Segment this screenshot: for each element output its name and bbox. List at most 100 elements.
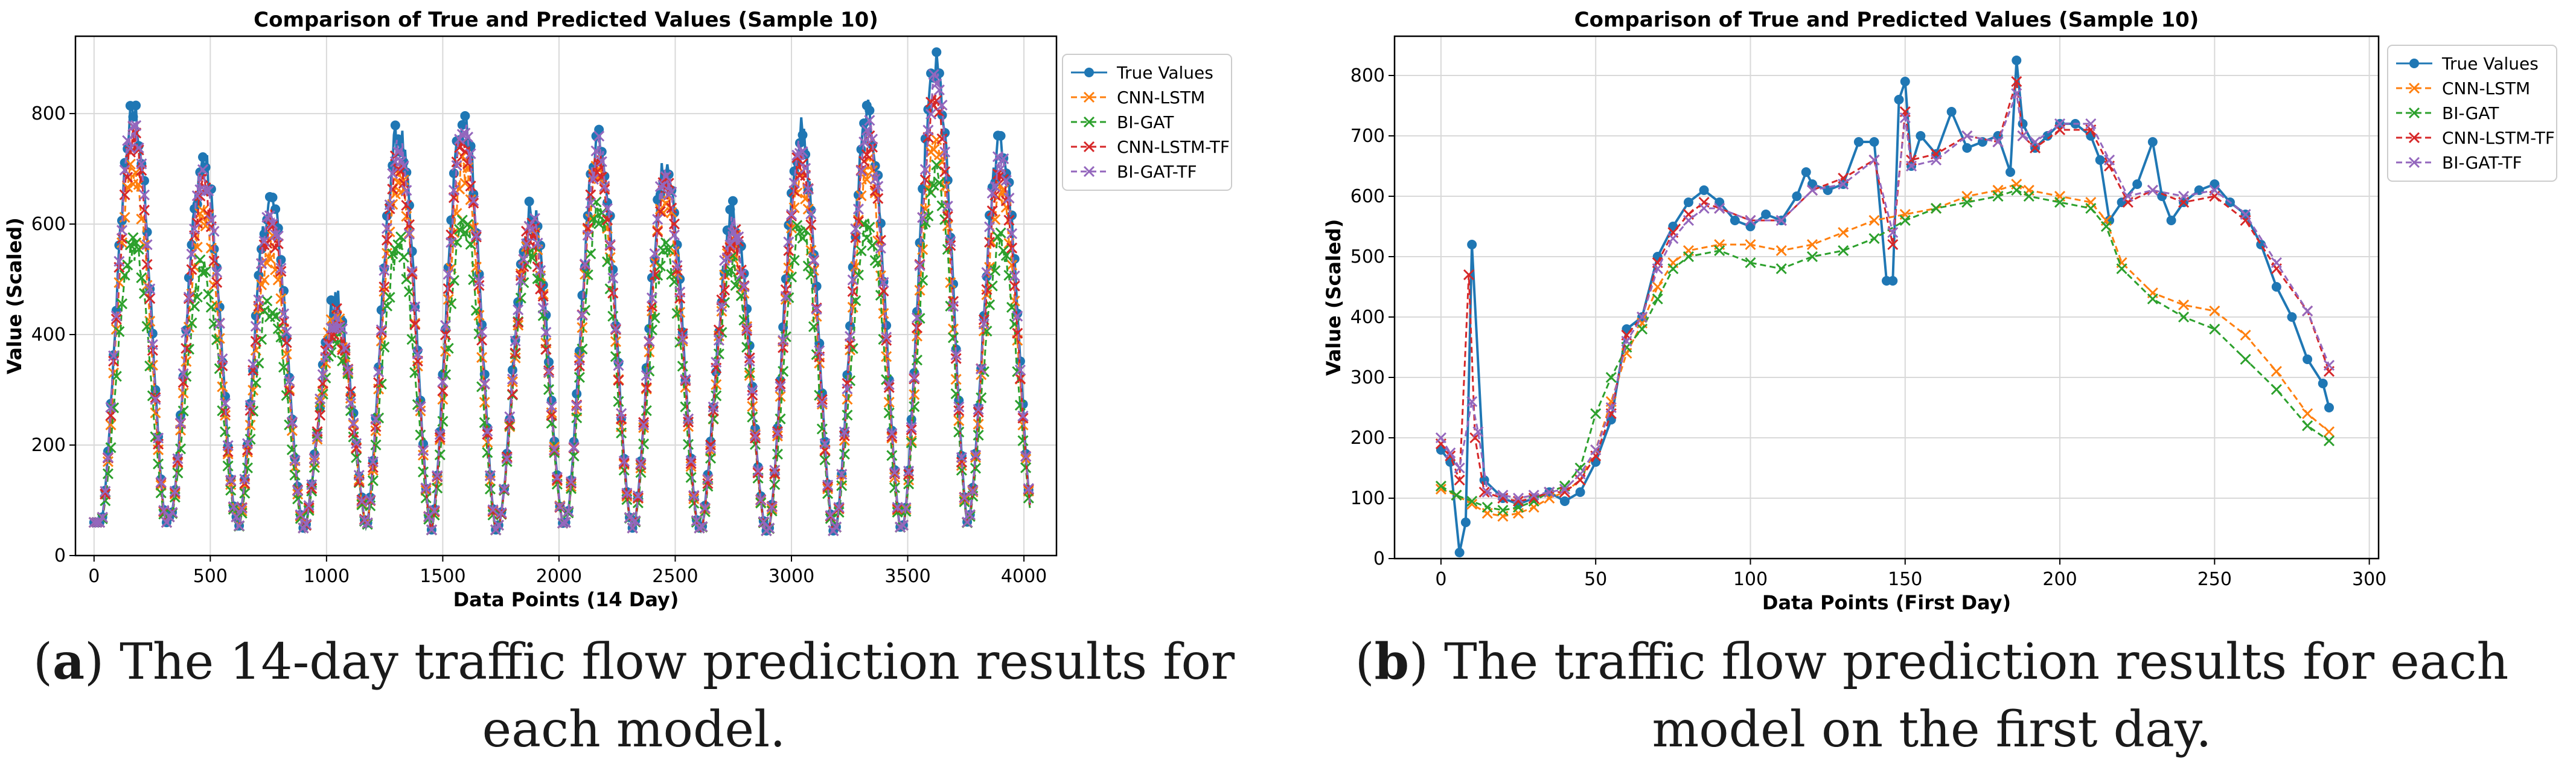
data-point: [2017, 130, 2028, 142]
data-point: [292, 485, 304, 496]
data-point: [604, 239, 616, 250]
legend-item: CNN-LSTM: [1071, 88, 1205, 107]
legend-item: BI-GAT: [1071, 112, 1174, 132]
data-point: [457, 120, 467, 130]
data-point: [909, 373, 920, 385]
data-point: [864, 222, 875, 233]
data-point: [996, 130, 1006, 141]
data-point: [507, 373, 518, 385]
data-point: [582, 229, 593, 241]
data-point: [682, 413, 694, 425]
x-tick-label: 200: [2042, 569, 2077, 590]
legend-label: BI-GAT-TF: [1117, 162, 1197, 182]
data-point: [308, 453, 320, 464]
caption-b: (b) The traffic flow prediction results …: [1355, 633, 2509, 758]
data-point: [911, 354, 923, 366]
data-point: [110, 310, 122, 322]
data-point: [654, 181, 666, 193]
data-point: [705, 443, 717, 454]
data-point: [155, 487, 167, 499]
data-point: [253, 294, 264, 306]
data-point: [286, 416, 298, 428]
data-point: [155, 476, 167, 488]
data-point: [272, 323, 284, 335]
data-point: [194, 254, 206, 266]
data-point: [1003, 192, 1015, 204]
data-point: [881, 335, 892, 346]
data-point: [2054, 196, 2066, 208]
data-point: [451, 160, 462, 171]
data-point: [2324, 403, 2334, 412]
data-point: [1017, 410, 1029, 421]
data-point: [925, 187, 937, 199]
data-point: [248, 359, 259, 370]
data-point: [208, 226, 220, 237]
data-point: [418, 444, 429, 456]
data-point: [116, 225, 128, 236]
legend-marker: [1084, 68, 1094, 77]
data-point: [197, 267, 209, 278]
legend-marker: [2408, 82, 2420, 94]
data-point: [906, 424, 917, 435]
data-point: [755, 495, 767, 506]
data-point: [1451, 489, 1462, 501]
data-point: [1916, 131, 1926, 141]
data-point: [186, 264, 197, 275]
data-point: [384, 199, 395, 211]
data-point: [479, 397, 490, 408]
data-point: [897, 519, 909, 531]
legend-marker: [2408, 156, 2420, 168]
data-point: [1009, 270, 1020, 281]
data-point: [585, 189, 596, 200]
data-point: [772, 428, 783, 439]
data-point: [716, 301, 727, 312]
data-point: [775, 381, 786, 393]
data-point: [543, 367, 555, 378]
data-point: [205, 301, 217, 313]
data-point: [568, 450, 580, 462]
data-point: [780, 290, 791, 302]
data-point: [1899, 112, 1911, 124]
data-point: [535, 264, 546, 277]
data-point: [549, 444, 560, 455]
data-point: [281, 337, 292, 348]
data-point: [133, 243, 144, 255]
data-point: [666, 269, 677, 280]
data-point: [638, 419, 650, 431]
data-point: [925, 108, 937, 120]
data-point: [250, 335, 261, 347]
x-tick-label: 150: [1888, 569, 1922, 590]
data-point: [797, 146, 808, 158]
data-point: [484, 470, 496, 482]
data-point: [219, 397, 231, 409]
data-point: [842, 383, 853, 395]
data-point: [685, 455, 697, 467]
data-point: [529, 213, 540, 224]
x-tick-label: 250: [2197, 569, 2232, 590]
data-point: [903, 466, 915, 477]
data-point: [320, 351, 331, 363]
data-point: [833, 502, 845, 513]
data-point: [621, 487, 633, 499]
y-tick-label: 800: [1350, 65, 1385, 86]
data-point: [203, 185, 214, 197]
data-point: [763, 522, 775, 534]
data-point: [845, 321, 855, 331]
data-point: [1636, 311, 1648, 323]
data-point: [685, 458, 697, 469]
data-point: [446, 237, 457, 248]
data-point: [110, 313, 122, 325]
x-tick-label: 1000: [304, 566, 350, 587]
data-point: [1006, 228, 1018, 239]
data-point: [747, 389, 758, 401]
data-point: [1905, 160, 1917, 172]
data-point: [805, 219, 817, 231]
data-point: [1961, 196, 1973, 208]
data-point: [1454, 462, 1465, 474]
series-line: [1440, 90, 2330, 499]
data-point: [105, 402, 117, 413]
data-point: [384, 292, 395, 303]
y-tick-label: 0: [54, 545, 66, 566]
data-point: [1745, 239, 1756, 251]
data-point: [482, 447, 493, 458]
